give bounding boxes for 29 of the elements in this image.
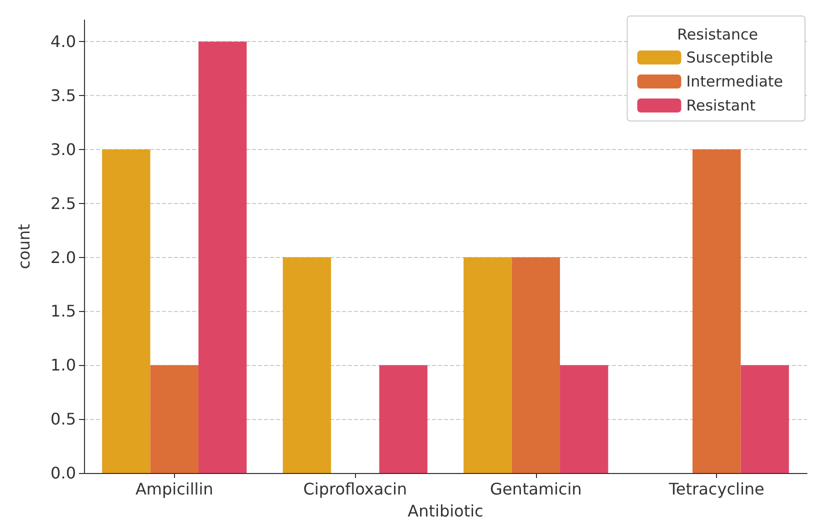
legend-title: Resistance bbox=[677, 26, 758, 44]
bar bbox=[282, 257, 332, 473]
x-tick-label: Tetracycline bbox=[668, 480, 764, 498]
bar bbox=[102, 149, 150, 473]
bar bbox=[740, 365, 789, 473]
bar bbox=[150, 365, 198, 473]
y-tick-label: 0.0 bbox=[50, 464, 76, 482]
y-tick-label: 3.5 bbox=[50, 86, 76, 105]
bar bbox=[512, 257, 560, 473]
legend-label: Intermediate bbox=[686, 72, 784, 90]
bar bbox=[198, 42, 247, 473]
y-tick-label: 0.5 bbox=[50, 410, 76, 429]
x-tick-label: Ampicillin bbox=[135, 480, 214, 498]
bar bbox=[692, 149, 741, 473]
y-tick-label: 3.0 bbox=[50, 140, 76, 159]
x-tick-label: Gentamicin bbox=[490, 480, 582, 498]
y-tick-label: 1.0 bbox=[50, 356, 76, 375]
x-tick-label: Ciprofloxacin bbox=[303, 480, 408, 498]
legend-label: Susceptible bbox=[686, 48, 774, 66]
x-axis-title: Antibiotic bbox=[408, 502, 484, 520]
y-tick-label: 2.5 bbox=[50, 194, 76, 213]
y-tick-label: 2.0 bbox=[50, 248, 76, 267]
bar bbox=[560, 365, 608, 473]
legend-label: Resistant bbox=[686, 96, 756, 114]
y-tick-label: 1.5 bbox=[50, 302, 76, 321]
bar bbox=[379, 365, 428, 473]
bar bbox=[464, 257, 512, 473]
y-axis-title: count bbox=[14, 224, 34, 270]
y-tick-label: 4.0 bbox=[50, 32, 76, 52]
